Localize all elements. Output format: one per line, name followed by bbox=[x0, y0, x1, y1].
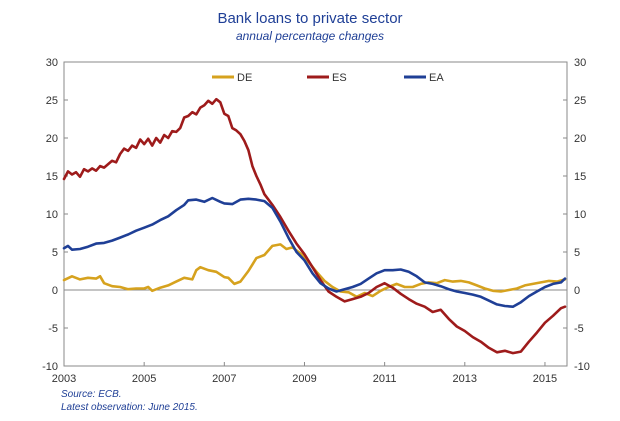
x-tick-label: 2015 bbox=[533, 373, 557, 385]
y-tick-label-left: 5 bbox=[52, 247, 58, 259]
y-tick-label-right: 25 bbox=[574, 95, 586, 107]
y-tick-label-right: 30 bbox=[574, 57, 586, 69]
y-tick-label-left: 15 bbox=[46, 171, 58, 183]
source-note: Source: ECB. Latest observation: June 20… bbox=[61, 388, 198, 414]
x-tick-label: 2011 bbox=[373, 373, 397, 385]
y-tick-label-right: 5 bbox=[574, 247, 580, 259]
legend: DE ES EA bbox=[212, 72, 444, 84]
y-tick-label-left: 30 bbox=[46, 57, 58, 69]
series-line-ea bbox=[62, 196, 567, 308]
y-tick-label-right: -10 bbox=[574, 361, 590, 373]
series-layer bbox=[62, 97, 567, 355]
x-tick-label: 2005 bbox=[132, 373, 156, 385]
y-tick-label-left: -5 bbox=[48, 323, 58, 335]
y-tick-label-right: 0 bbox=[574, 285, 580, 297]
x-tick-label: 2007 bbox=[212, 373, 236, 385]
source-line: Source: ECB. bbox=[61, 389, 122, 400]
plot-area-frame bbox=[63, 61, 568, 367]
y-tick-label-right: 10 bbox=[574, 209, 586, 221]
y-tick-label-left: -10 bbox=[42, 361, 58, 373]
series-line-es bbox=[62, 97, 567, 355]
y-tick-label-right: 20 bbox=[574, 133, 586, 145]
y-tick-label-left: 20 bbox=[46, 133, 58, 145]
legend-label-de: DE bbox=[237, 72, 252, 84]
legend-label-ea: EA bbox=[429, 72, 444, 84]
y-axis-right: 30 25 20 15 10 5 0 -5 -10 bbox=[563, 57, 590, 373]
x-tick-label: 2009 bbox=[292, 373, 316, 385]
observation-line: Latest observation: June 2015. bbox=[61, 402, 198, 413]
legend-label-es: ES bbox=[332, 72, 347, 84]
y-tick-label-right: -5 bbox=[574, 323, 584, 335]
y-tick-label-left: 25 bbox=[46, 95, 58, 107]
y-tick-label-left: 0 bbox=[52, 285, 58, 297]
x-tick-label: 2013 bbox=[453, 373, 477, 385]
x-axis: 2003 2005 2007 2009 2011 2013 2015 bbox=[52, 362, 557, 385]
chart-subtitle: annual percentage changes bbox=[235, 29, 385, 43]
chart-title: Bank loans to private sector bbox=[217, 10, 403, 27]
y-tick-label-right: 15 bbox=[574, 171, 586, 183]
y-tick-label-left: 10 bbox=[46, 209, 58, 221]
x-tick-label: 2003 bbox=[52, 373, 76, 385]
